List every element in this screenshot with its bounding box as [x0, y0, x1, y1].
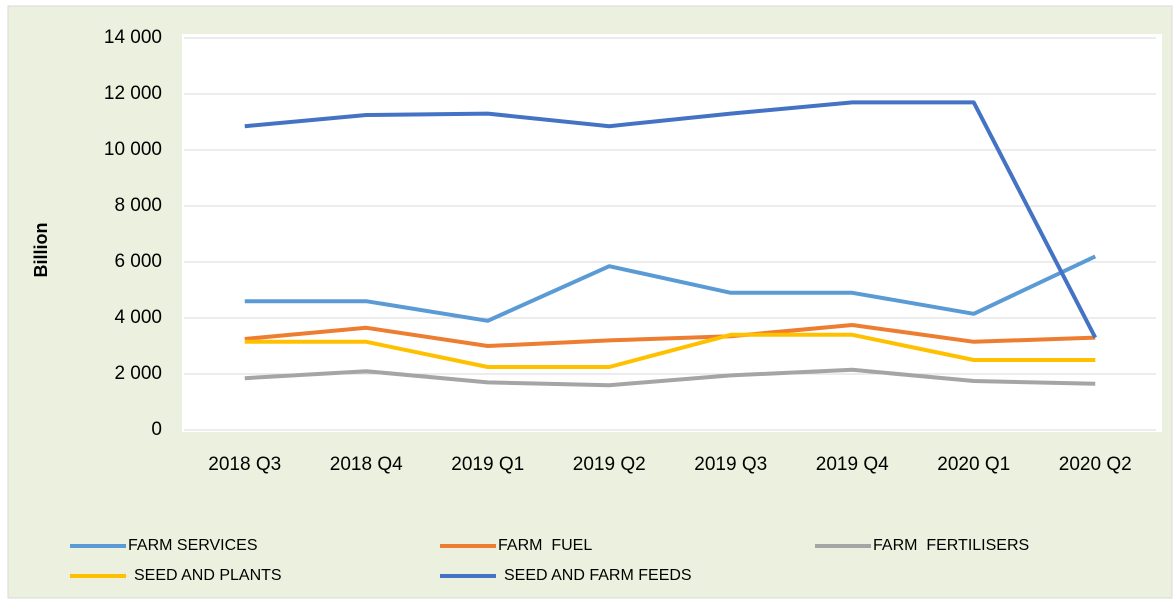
- y-tick-label: 2 000: [114, 363, 162, 384]
- legend-label: SEED AND PLANTS: [134, 567, 282, 584]
- x-tick-label: 2018 Q3: [208, 454, 281, 475]
- x-tick-label: 2018 Q4: [330, 454, 403, 475]
- legend-label: FARM FERTILISERS: [873, 537, 1029, 554]
- y-tick-label: 0: [151, 419, 162, 440]
- x-tick-label: 2019 Q4: [816, 454, 889, 475]
- series-line: [244, 100, 1098, 339]
- y-tick-label: 6 000: [114, 251, 162, 272]
- x-tick-label: 2019 Q1: [451, 454, 524, 475]
- y-tick-label: 12 000: [104, 83, 162, 104]
- legend-label: FARM FUEL: [498, 537, 592, 554]
- x-tick-label: 2019 Q3: [694, 454, 767, 475]
- y-tick-label: 10 000: [104, 139, 162, 160]
- y-tick-label: 4 000: [114, 307, 162, 328]
- x-tick-label: 2020 Q2: [1059, 454, 1132, 475]
- x-tick-label: 2020 Q1: [937, 454, 1010, 475]
- y-tick-label: 14 000: [104, 27, 162, 48]
- series-line: [244, 367, 1096, 388]
- legend-label: SEED AND FARM FEEDS: [504, 567, 692, 584]
- y-axis-label: Billion: [31, 223, 51, 278]
- series-line: [244, 254, 1097, 323]
- series-line: [244, 332, 1096, 369]
- series-line: [244, 323, 1096, 348]
- y-tick-label: 8 000: [114, 195, 162, 216]
- plot-area: [182, 34, 1162, 432]
- legend-label: FARM SERVICES: [128, 537, 258, 554]
- x-tick-label: 2019 Q2: [573, 454, 646, 475]
